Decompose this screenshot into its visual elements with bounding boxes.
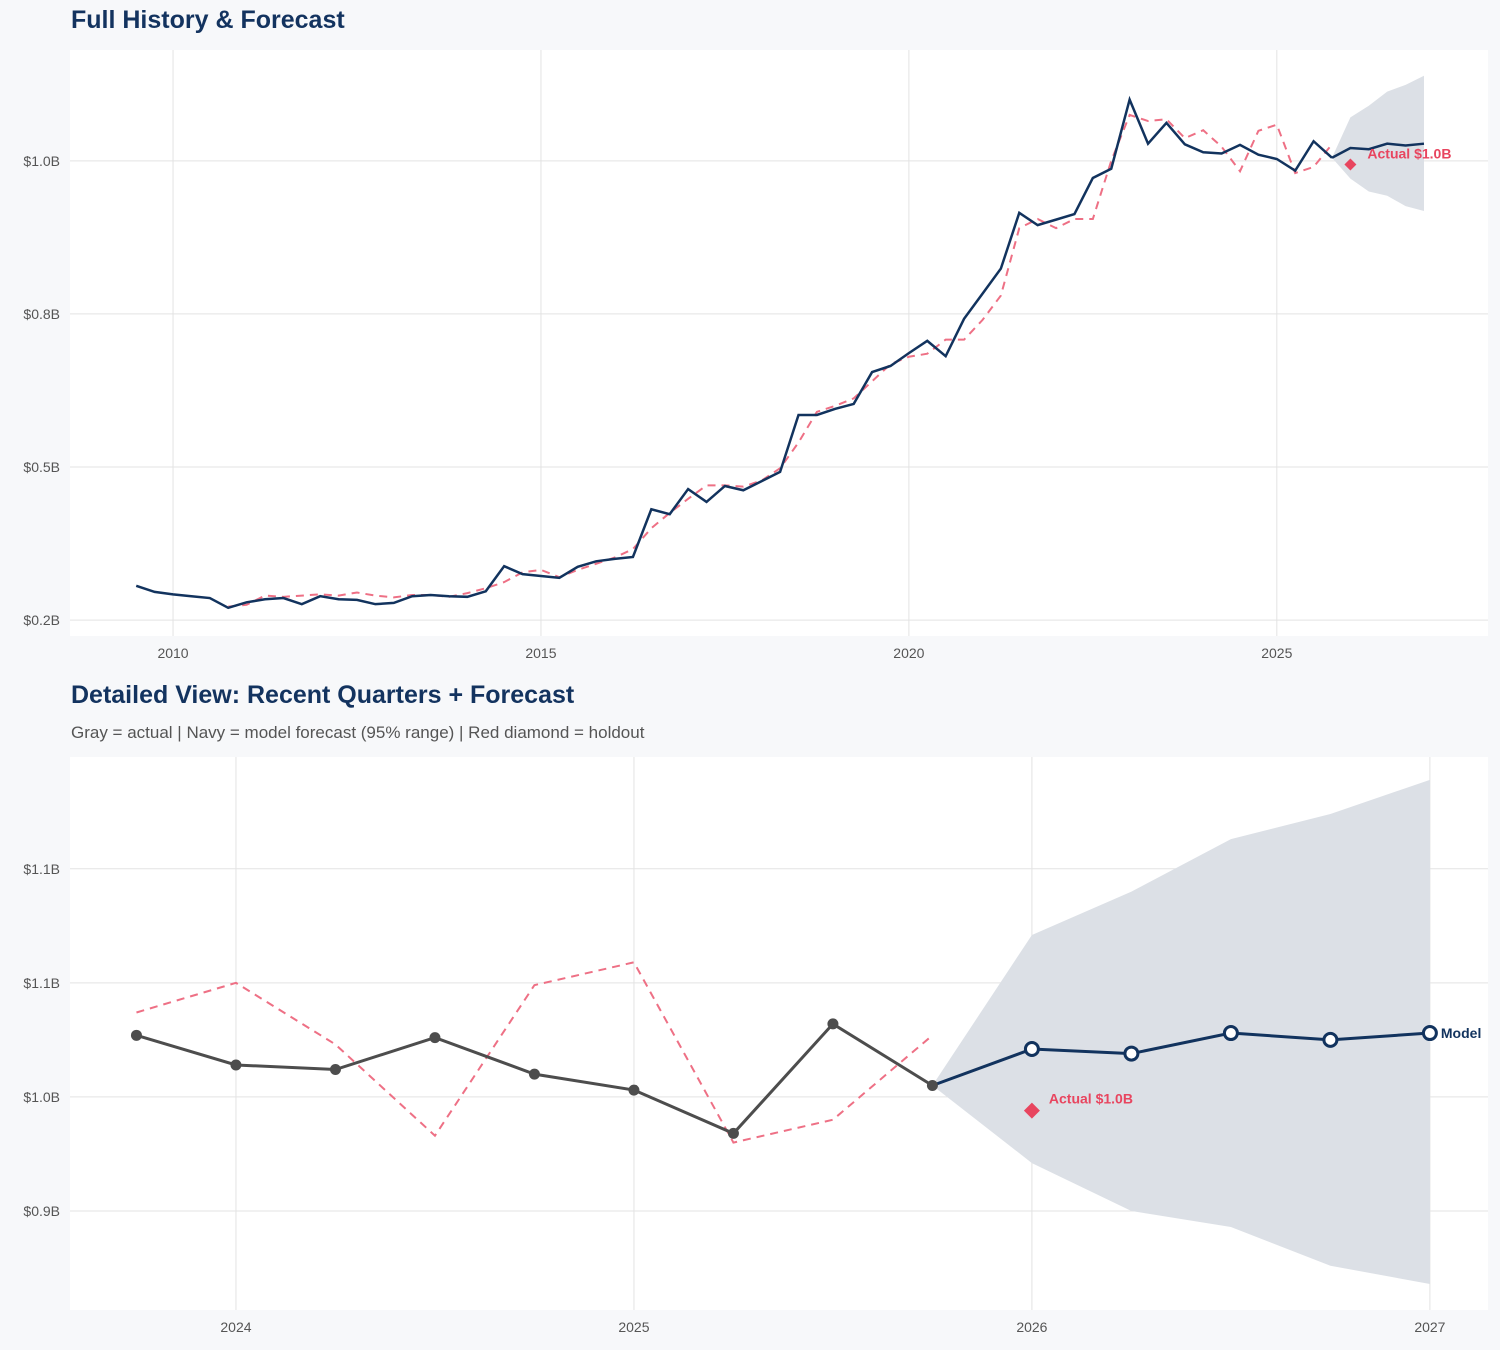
forecast-point xyxy=(1322,1031,1339,1048)
forecast-point xyxy=(1421,1025,1438,1042)
y-tick-label: $0.5B xyxy=(23,459,60,475)
actual-point xyxy=(429,1032,441,1044)
x-tick-label: 2015 xyxy=(525,645,556,661)
x-tick-label: 2025 xyxy=(618,1319,649,1335)
forecast-point xyxy=(1123,1045,1140,1062)
actual-point xyxy=(528,1068,540,1080)
actual-point xyxy=(727,1127,739,1139)
y-tick-label: $1.0B xyxy=(23,1089,60,1105)
bottom-chart-subtitle: Gray = actual | Navy = model forecast (9… xyxy=(71,723,645,742)
holdout-label: Actual $1.0B xyxy=(1367,146,1451,162)
forecast-point xyxy=(1023,1041,1040,1058)
x-tick-label: 2027 xyxy=(1414,1319,1445,1335)
actual-point xyxy=(827,1018,839,1030)
x-tick-label: 2026 xyxy=(1016,1319,1047,1335)
y-tick-label: $1.0B xyxy=(23,153,60,169)
forecast-point xyxy=(1222,1025,1239,1042)
y-tick-label: $1.1B xyxy=(23,975,60,991)
y-tick-label: $1.1B xyxy=(23,861,60,877)
holdout-diamond xyxy=(1023,1102,1040,1119)
x-tick-label: 2024 xyxy=(220,1319,251,1335)
actual-line xyxy=(135,95,1333,610)
top-chart-title: Full History & Forecast xyxy=(71,6,345,34)
y-tick-label: $0.2B xyxy=(23,612,60,628)
forecast-line xyxy=(1331,142,1425,159)
holdout-label: Actual $1.0B xyxy=(1049,1091,1133,1107)
model-label: Model xyxy=(1441,1025,1481,1041)
forecast-95-band xyxy=(1331,75,1424,212)
x-tick-label: 2020 xyxy=(893,645,924,661)
fitted-dashed-line xyxy=(136,961,934,1144)
y-tick-label: $0.9B xyxy=(23,1203,60,1219)
actual-point xyxy=(926,1080,938,1092)
forecast-line xyxy=(931,1031,1430,1087)
full-history-chart: $0.2B $0.5B $0.8B $1.0B 2010 2015 2020 2025 Actu… xyxy=(23,50,1488,661)
actual-point xyxy=(329,1064,341,1076)
actual-point xyxy=(130,1029,142,1041)
x-tick-label: 2010 xyxy=(157,645,188,661)
bottom-chart-title: Detailed View: Recent Quarters + Forecas… xyxy=(71,681,575,709)
forecast-95-band xyxy=(932,779,1430,1284)
y-tick-label: $0.8B xyxy=(23,306,60,322)
holdout-diamond xyxy=(1344,158,1357,171)
x-tick-label: 2025 xyxy=(1261,645,1292,661)
actual-point xyxy=(230,1059,242,1071)
actual-point xyxy=(628,1084,640,1096)
